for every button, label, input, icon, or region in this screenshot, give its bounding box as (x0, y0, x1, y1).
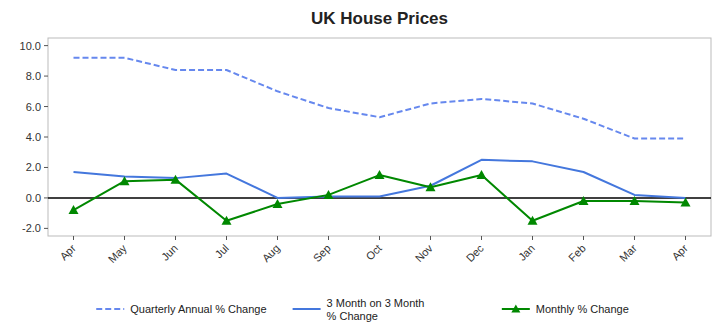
x-tick (685, 236, 686, 240)
series-marker (375, 170, 385, 179)
x-tick-label: Feb (566, 242, 588, 264)
legend: Quarterly Annual % Change 3 Month on 3 Mo… (96, 297, 629, 322)
y-tick-label: 0.0 (26, 192, 41, 204)
x-tick (583, 236, 584, 240)
legend-label-line: Monthly % Change (536, 303, 629, 315)
plot-frame (48, 38, 711, 236)
x-tick (379, 236, 380, 240)
legend-item: Monthly % Change (502, 303, 629, 315)
x-tick (73, 236, 74, 240)
x-tick-label: Jan (516, 242, 537, 263)
series-marker (579, 196, 589, 205)
series-line (74, 58, 686, 139)
series-marker (171, 175, 181, 184)
y-tick (44, 197, 48, 198)
x-tick-label: Jul (212, 242, 230, 260)
series-marker (528, 216, 538, 225)
y-tick (44, 137, 48, 138)
x-tick (226, 236, 227, 240)
legend-label-line: Quarterly Annual % Change (130, 303, 266, 315)
legend-label-line: % Change (327, 310, 378, 322)
x-tick-label: Aug (260, 242, 282, 264)
legend-label: Monthly % Change (536, 303, 629, 315)
x-tick-label: Dec (464, 242, 487, 265)
series-marker (426, 182, 436, 191)
x-tick-label: Mar (617, 242, 639, 264)
x-tick (328, 236, 329, 240)
series-marker (69, 205, 79, 214)
x-tick (481, 236, 482, 240)
title: UK House Prices (311, 9, 448, 28)
x-tick-label: Jun (159, 242, 180, 263)
series-marker (477, 170, 487, 179)
legend-swatch (293, 308, 321, 310)
legend-label-line: 3 Month on 3 Month (327, 297, 425, 309)
y-tick-label: -2.0 (22, 222, 41, 234)
legend-item: Quarterly Annual % Change (96, 303, 266, 315)
chart: UK House Prices -2.0 0.0 2.0 4.0 6.0 8.0 10.0 Ap… (0, 0, 725, 331)
y-tick (44, 76, 48, 77)
legend-marker (511, 305, 520, 313)
x-tick (124, 236, 125, 240)
x-tick-label: Apr (57, 242, 78, 263)
y-tick (44, 45, 48, 46)
y-tick (44, 228, 48, 229)
legend-label: Quarterly Annual % Change (130, 303, 266, 315)
plot-area (48, 58, 711, 225)
legend-swatch (96, 308, 124, 310)
x-tick (532, 236, 533, 240)
y-tick-label: 8.0 (26, 70, 41, 82)
y-tick-label: 2.0 (26, 161, 41, 173)
x-tick (175, 236, 176, 240)
y-tick (44, 106, 48, 107)
x-tick-label: Nov (413, 242, 436, 265)
legend-item: 3 Month on 3 Month% Change (293, 297, 425, 322)
series-line (74, 160, 686, 198)
y-tick (44, 167, 48, 168)
series-marker (120, 176, 130, 185)
y-tick-label: 10.0 (20, 40, 41, 52)
legend-label: 3 Month on 3 Month% Change (327, 297, 425, 322)
x-tick-label: Apr (669, 242, 690, 263)
series-marker (630, 196, 640, 205)
x-tick (277, 236, 278, 240)
y-tick-label: 6.0 (26, 101, 41, 113)
series-marker (222, 216, 232, 225)
x-tick-label: Oct (363, 242, 384, 263)
x-tick-label: Sep (311, 242, 333, 264)
series-marker (324, 190, 334, 199)
series-line (74, 175, 686, 221)
y-tick-label: 4.0 (26, 131, 41, 143)
x-tick (634, 236, 635, 240)
x-tick-label: May (106, 242, 130, 266)
series-marker (273, 199, 283, 208)
series-marker (681, 197, 691, 206)
x-tick (430, 236, 431, 240)
